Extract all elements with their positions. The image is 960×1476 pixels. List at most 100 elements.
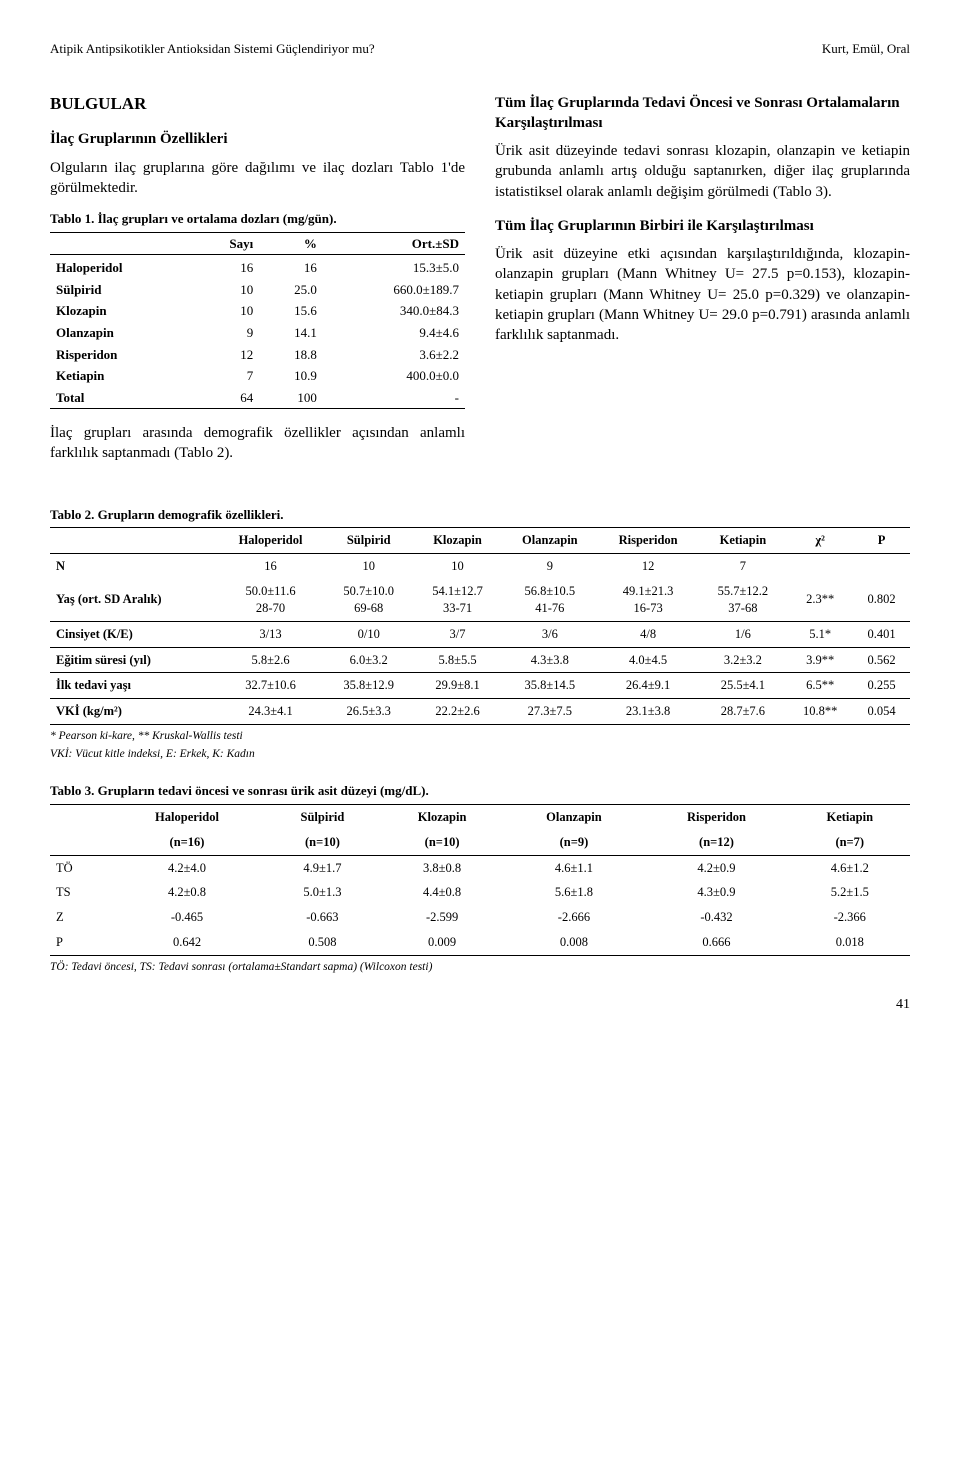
table2-p-cell [853, 554, 910, 579]
table1: Sayı % Ort.±SD Haloperidol161615.3±5.0Sü… [50, 232, 465, 409]
table3-cell: 0.008 [504, 930, 643, 955]
table1-cell: 12 [194, 344, 260, 366]
table3-group-header: Klozapin [380, 804, 505, 829]
table2-row-label: N [50, 554, 217, 579]
table1-cell: 400.0±0.0 [323, 365, 465, 387]
table2-header-cell: Klozapin [413, 528, 502, 554]
table2-cell: 6.0±3.2 [324, 647, 413, 673]
table3-group-n: (n=9) [504, 830, 643, 855]
table2-cell: 23.1±3.8 [598, 699, 699, 725]
table3-cell: -2.366 [790, 905, 910, 930]
table3-cell: 4.2±0.8 [109, 880, 265, 905]
table2-cell: 55.7±12.2 37-68 [698, 579, 787, 621]
table2-p-cell: 0.401 [853, 621, 910, 647]
table2-footnote-1: * Pearson ki-kare, ** Kruskal-Wallis tes… [50, 729, 910, 745]
table3-group-n: (n=10) [380, 830, 505, 855]
table2-cell: 16 [217, 554, 325, 579]
table1-cell: 14.1 [259, 322, 323, 344]
table2-cell: 10 [413, 554, 502, 579]
subsection-heading-ilac-gruplarinin: İlaç Gruplarının Özellikleri [50, 129, 465, 149]
table2-cell: 1/6 [698, 621, 787, 647]
right-column: Tüm İlaç Gruplarında Tedavi Öncesi ve So… [495, 93, 910, 476]
subsection-heading-birbiri-ile: Tüm İlaç Gruplarının Birbiri ile Karşıla… [495, 216, 910, 236]
table2-cell: 28.7±7.6 [698, 699, 787, 725]
table1-caption: Tablo 1. İlaç grupları ve ortalama dozla… [50, 210, 465, 228]
table2-cell: 29.9±8.1 [413, 673, 502, 699]
table2-cell: 32.7±10.6 [217, 673, 325, 699]
table3-group-header: Haloperidol [109, 804, 265, 829]
table2-p-cell: 0.255 [853, 673, 910, 699]
table2-cell: 25.5±4.1 [698, 673, 787, 699]
table3-row-label: TS [50, 880, 109, 905]
table2: HaloperidolSülpiridKlozapinOlanzapinRisp… [50, 527, 910, 725]
table2-cell: 3/7 [413, 621, 502, 647]
table3-cell: -0.663 [265, 905, 380, 930]
table1-cell: 100 [259, 387, 323, 409]
table2-caption: Tablo 2. Grupların demografik özellikler… [50, 506, 910, 524]
table3-cell: 4.9±1.7 [265, 855, 380, 880]
table1-header-cell: Ort.±SD [323, 232, 465, 255]
table2-cell: 5.8±5.5 [413, 647, 502, 673]
table3-group-n: (n=12) [643, 830, 789, 855]
table2-row-label: Cinsiyet (K/E) [50, 621, 217, 647]
table2-chi-cell: 6.5** [787, 673, 853, 699]
table2-cell: 3.2±3.2 [698, 647, 787, 673]
table2-cell: 24.3±4.1 [217, 699, 325, 725]
left-column: BULGULAR İlaç Gruplarının Özellikleri Ol… [50, 93, 465, 476]
table2-row-label: Yaş (ort. SD Aralık) [50, 579, 217, 621]
table2-cell: 22.2±2.6 [413, 699, 502, 725]
table1-cell: Total [50, 387, 194, 409]
table3-group-n: (n=7) [790, 830, 910, 855]
table3-group-header: Ketiapin [790, 804, 910, 829]
table2-cell: 4.3±3.8 [502, 647, 598, 673]
table3-cell: 0.018 [790, 930, 910, 955]
table1-cell: 16 [259, 255, 323, 279]
paragraph-right-2: Ürik asit düzeyine etki açısından karşıl… [495, 244, 910, 345]
table1-cell: - [323, 387, 465, 409]
table3-row-label: P [50, 930, 109, 955]
table3-cell: 0.642 [109, 930, 265, 955]
table1-cell: 64 [194, 387, 260, 409]
table1-cell: 9.4±4.6 [323, 322, 465, 344]
table3-cell: 4.2±0.9 [643, 855, 789, 880]
table1-cell: 15.6 [259, 300, 323, 322]
table2-row-label: VKİ (kg/m²) [50, 699, 217, 725]
table3-cell: -0.432 [643, 905, 789, 930]
table2-header-cell: Olanzapin [502, 528, 598, 554]
page-number: 41 [50, 996, 910, 1015]
table3-cell: 4.3±0.9 [643, 880, 789, 905]
paragraph-right-1: Ürik asit düzeyinde tedavi sonrası kloza… [495, 141, 910, 202]
table2-cell: 12 [598, 554, 699, 579]
table3-row-label: Z [50, 905, 109, 930]
table1-cell: 340.0±84.3 [323, 300, 465, 322]
table3-cell: 0.009 [380, 930, 505, 955]
table2-p-cell: 0.054 [853, 699, 910, 725]
table2-chi-cell: 2.3** [787, 579, 853, 621]
table1-header-cell [50, 232, 194, 255]
table1-cell: 15.3±5.0 [323, 255, 465, 279]
table3-cell: 4.2±4.0 [109, 855, 265, 880]
table3-cell: 5.6±1.8 [504, 880, 643, 905]
table2-header-cell: χ² [787, 528, 853, 554]
table2-chi-cell [787, 554, 853, 579]
table2-p-cell: 0.562 [853, 647, 910, 673]
table3-cell: 0.666 [643, 930, 789, 955]
table2-cell: 3/13 [217, 621, 325, 647]
table1-header-cell: % [259, 232, 323, 255]
table1-cell: 25.0 [259, 279, 323, 301]
table3-group-header: Olanzapin [504, 804, 643, 829]
table1-cell: Ketiapin [50, 365, 194, 387]
table3-footnote: TÖ: Tedavi öncesi, TS: Tedavi sonrası (o… [50, 960, 910, 976]
table2-cell: 0/10 [324, 621, 413, 647]
table1-cell: 10 [194, 279, 260, 301]
table2-cell: 50.7±10.0 69-68 [324, 579, 413, 621]
table2-cell: 4.0±4.5 [598, 647, 699, 673]
table2-header-cell: Risperidon [598, 528, 699, 554]
table1-header-cell: Sayı [194, 232, 260, 255]
table2-cell: 26.4±9.1 [598, 673, 699, 699]
running-head-left: Atipik Antipsikotikler Antioksidan Siste… [50, 40, 375, 58]
table3-cell: 4.4±0.8 [380, 880, 505, 905]
table1-cell: Sülpirid [50, 279, 194, 301]
table1-cell: 18.8 [259, 344, 323, 366]
table1-cell: 9 [194, 322, 260, 344]
